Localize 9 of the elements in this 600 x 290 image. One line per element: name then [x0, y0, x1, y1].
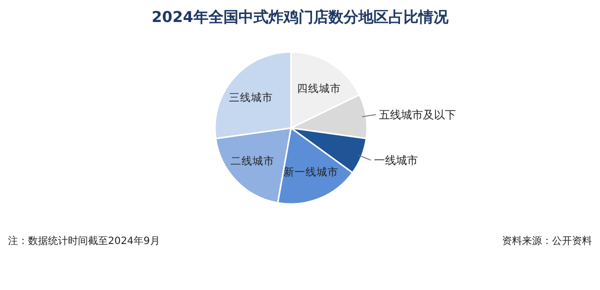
slice-label: 五线城市及以下 — [378, 108, 456, 122]
slice-label: 三线城市 — [228, 91, 273, 104]
slice-label: 一线城市 — [374, 154, 418, 168]
text: 注：数据统计时间截至2024年9月 — [8, 235, 160, 247]
slice-label: 新一线城市 — [283, 166, 338, 179]
slice-label: 四线城市 — [297, 82, 342, 96]
text: 资料来源：公开资料 — [502, 235, 592, 247]
slice-label: 二线城市 — [230, 154, 275, 168]
chart-title: 2024年全国中式炸鸡门店数分地区占比情况 — [152, 8, 450, 26]
